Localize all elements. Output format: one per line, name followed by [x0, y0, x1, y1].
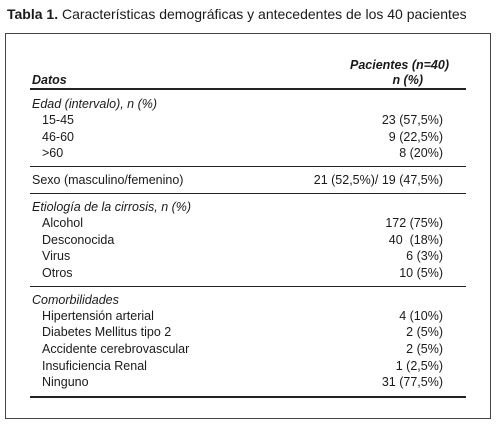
- title-label: Tabla 1.: [7, 6, 59, 22]
- table-title: Tabla 1. Características demográficas y …: [7, 6, 467, 22]
- section-heading: Etiología de la cirrosis, n (%): [32, 199, 192, 214]
- row-label: Alcohol: [42, 215, 83, 230]
- row-label: Hipertensión arterial: [42, 308, 154, 323]
- title-text: Características demográficas y anteceden…: [61, 6, 467, 22]
- row-value: 10 (5%): [399, 265, 443, 280]
- row-value: 6 (3%): [406, 249, 443, 264]
- row-value: 1 (2,5%): [395, 358, 443, 373]
- row-value: 2 (5%): [406, 325, 443, 340]
- row-value: 40 (18%): [388, 232, 443, 247]
- rule: [30, 88, 466, 90]
- rule: [30, 285, 466, 287]
- row-label: Sexo (masculino/femenino): [32, 173, 184, 188]
- rule: [30, 192, 466, 194]
- section-heading: Comorbilidades: [32, 292, 119, 307]
- row-value: 8 (20%): [399, 146, 443, 161]
- row-value: 23 (57,5%): [381, 113, 443, 127]
- header-first: Datos: [32, 73, 67, 87]
- row-label: Ninguno: [42, 375, 89, 390]
- row-label: 15-45: [42, 113, 74, 127]
- table-box: [5, 33, 491, 419]
- row-label: Diabetes Mellitus tipo 2: [42, 325, 172, 340]
- row-label: Insuficiencia Renal: [42, 358, 147, 373]
- row-value: 9 (22,5%): [388, 129, 443, 144]
- row-value: 2 (5%): [406, 342, 443, 356]
- row-label: 46-60: [42, 129, 74, 144]
- row-label: Otros: [42, 265, 73, 280]
- row-value: 4 (10%): [399, 308, 443, 323]
- row-label: Desconocida: [42, 232, 115, 247]
- row-value: 172 (75%): [385, 215, 443, 230]
- row-label: Virus: [42, 249, 71, 264]
- header-second: Pacientes (n=40): [349, 58, 449, 72]
- row-value: 21 (52,5%)/ 19 (47,5%): [313, 173, 443, 188]
- section-heading: Edad (intervalo), n (%): [32, 97, 158, 111]
- row-value: 31 (77,5%): [381, 375, 443, 390]
- row-label: Accidente cerebrovascular: [42, 342, 190, 356]
- rule: [30, 166, 466, 168]
- header-second: n (%): [392, 73, 423, 87]
- row-label: >60: [42, 146, 64, 161]
- rule: [30, 396, 466, 398]
